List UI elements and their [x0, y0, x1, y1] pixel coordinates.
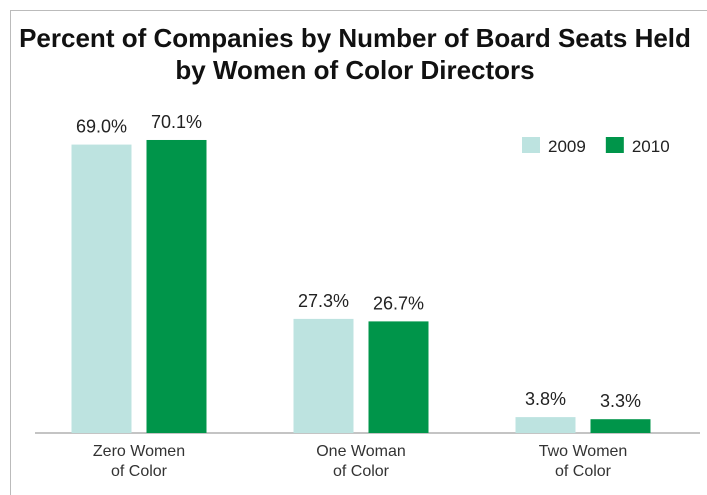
legend-label: 2010 — [632, 137, 670, 156]
data-label: 69.0% — [76, 117, 127, 137]
chart-frame — [10, 10, 707, 495]
legend-label: 2009 — [548, 137, 586, 156]
legend-swatch — [522, 137, 540, 153]
bar — [293, 318, 354, 433]
data-label: 3.3% — [600, 391, 641, 411]
data-label: 70.1% — [151, 112, 202, 132]
bar — [515, 417, 576, 433]
legend-swatch — [605, 137, 624, 153]
x-tick-label: Two Women of Color — [538, 443, 628, 480]
data-label: 26.7% — [373, 293, 424, 313]
bar — [146, 139, 207, 433]
x-tick-label: One Woman of Color — [316, 443, 406, 480]
data-label: 27.3% — [298, 291, 349, 311]
bar — [590, 419, 651, 433]
x-tick-label: Zero Women of Color — [92, 443, 186, 480]
chart-title: Percent of Companies by Number of Board … — [19, 23, 691, 85]
data-label: 3.8% — [525, 389, 566, 409]
bar — [71, 144, 132, 433]
bar — [368, 321, 429, 433]
